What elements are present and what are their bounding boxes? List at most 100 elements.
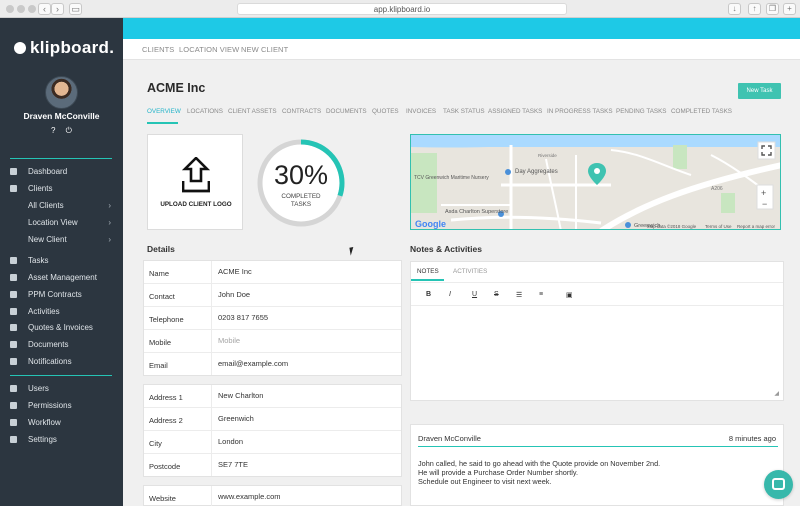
lock-icon <box>10 402 17 409</box>
tab-quotes[interactable]: QUOTES <box>372 108 399 115</box>
chevron-right-icon: › <box>108 201 111 210</box>
tab-notes[interactable]: NOTES <box>417 268 439 275</box>
svg-text:Google: Google <box>415 219 446 229</box>
website-field[interactable]: www.example.com <box>211 486 401 506</box>
tab-locations[interactable]: LOCATIONS <box>187 108 223 115</box>
close-window-icon[interactable] <box>6 5 14 13</box>
mouse-cursor <box>349 246 359 256</box>
chat-widget-button[interactable] <box>764 470 793 499</box>
activity-time: 8 minutes ago <box>728 434 776 443</box>
upload-icon <box>182 157 210 193</box>
save-icon[interactable]: ▣ <box>566 292 573 299</box>
strikethrough-icon[interactable]: S <box>494 291 499 298</box>
completed-caption: COMPLETED TASKS <box>281 193 321 208</box>
sidebar-item-asset-management[interactable]: Asset Management <box>0 270 123 286</box>
detail-row-email: Email email@example.com <box>144 353 401 376</box>
tab-task-status[interactable]: TASK STATUS <box>443 108 485 115</box>
chat-icon <box>772 478 785 490</box>
notes-textarea[interactable] <box>411 307 783 400</box>
details-title: Details <box>147 244 175 254</box>
power-icon[interactable]: ⏻ <box>65 126 72 135</box>
address-2-field[interactable]: Greenwich <box>211 408 401 430</box>
address-1-field[interactable]: New Charlton <box>211 385 401 407</box>
telephone-field[interactable]: 0203 817 7655 <box>211 307 401 329</box>
address-bar[interactable]: app.klipboard.io <box>237 3 567 15</box>
sidebar-item-tasks[interactable]: Tasks <box>0 253 123 269</box>
tab-activities[interactable]: ACTIVITIES <box>453 268 488 275</box>
detail-row-contact: Contact John Doe <box>144 284 401 307</box>
tab-assigned-tasks[interactable]: ASSIGNED TASKS <box>488 108 543 115</box>
new-tab-icon[interactable]: + <box>783 3 796 15</box>
sidebar-item-documents[interactable]: Documents <box>0 337 123 353</box>
sidebar-item-workflow[interactable]: Workflow <box>0 415 123 431</box>
contracts-icon <box>10 291 17 298</box>
new-task-button[interactable]: New Task <box>738 83 781 99</box>
city-field[interactable]: London <box>211 431 401 453</box>
forward-icon[interactable]: › <box>51 3 64 15</box>
user-actions: ? ⏻ <box>0 126 123 136</box>
notes-editor-card: NOTES ACTIVITIES B I U S ☰ ≡ ▣ ◢ <box>410 261 784 401</box>
upload-client-logo[interactable]: UPLOAD CLIENT LOGO <box>147 134 243 230</box>
detail-row-postcode: Postcode SE7 7TE <box>144 454 401 477</box>
bullet-list-icon[interactable]: ☰ <box>516 292 523 299</box>
italic-icon[interactable]: I <box>449 291 451 298</box>
notes-title: Notes & Activities <box>410 244 482 254</box>
subnav-clients[interactable]: CLIENTS <box>142 45 175 54</box>
download-icon[interactable]: ↓ <box>728 3 741 15</box>
detail-row-address-1: Address 1 New Charlton <box>144 385 401 408</box>
tab-completed-tasks[interactable]: COMPLETED TASKS <box>671 108 733 115</box>
numbered-list-icon[interactable]: ≡ <box>539 291 544 298</box>
mobile-field[interactable]: Mobile <box>211 330 401 352</box>
sidebar-item-dashboard[interactable]: Dashboard <box>0 164 123 180</box>
postcode-field[interactable]: SE7 7TE <box>211 454 401 476</box>
share-icon[interactable]: ↑ <box>748 3 761 15</box>
tab-in-progress-tasks[interactable]: IN PROGRESS TASKS <box>547 108 613 115</box>
tab-contracts[interactable]: CONTRACTS <box>282 108 322 115</box>
sidebar-item-activities[interactable]: Activities <box>0 304 123 320</box>
subnav-location-view[interactable]: LOCATION VIEW <box>179 45 240 54</box>
help-icon[interactable]: ? <box>50 126 56 135</box>
sidebar-item-notifications[interactable]: Notifications <box>0 354 123 370</box>
notifications-icon <box>10 358 17 365</box>
activity-divider <box>418 446 778 447</box>
sidebar-item-all-clients[interactable]: All Clients › <box>0 198 123 214</box>
tabs-icon[interactable]: ❐ <box>766 3 779 15</box>
sidebar-divider <box>10 375 112 376</box>
sidebar-item-permissions[interactable]: Permissions <box>0 398 123 414</box>
tab-documents[interactable]: DOCUMENTS <box>326 108 367 115</box>
tab-pending-tasks[interactable]: PENDING TASKS <box>616 108 667 115</box>
back-icon[interactable]: ‹ <box>38 3 51 15</box>
sidebar-item-users[interactable]: Users <box>0 381 123 397</box>
sidebar-item-location-view[interactable]: Location View › <box>0 215 123 231</box>
contact-field[interactable]: John Doe <box>211 284 401 306</box>
underline-icon[interactable]: U <box>472 291 478 298</box>
gear-icon <box>10 436 17 443</box>
map-canvas: + − Day Aggregates Asda Charlton Superst… <box>411 135 780 229</box>
sidebar-item-ppm-contracts[interactable]: PPM Contracts <box>0 287 123 303</box>
brand-logo[interactable]: klipboard. <box>14 38 114 58</box>
subnav-new-client[interactable]: NEW CLIENT <box>241 45 289 54</box>
activity-item: Draven McConville 8 minutes ago John cal… <box>410 424 784 506</box>
minimize-window-icon[interactable] <box>17 5 25 13</box>
sidebar-item-new-client[interactable]: New Client › <box>0 232 123 248</box>
tab-overview[interactable]: OVERVIEW <box>147 108 181 115</box>
users-icon <box>10 385 17 392</box>
client-map[interactable]: + − Day Aggregates Asda Charlton Superst… <box>410 134 781 230</box>
tab-client-assets[interactable]: CLIENT ASSETS <box>228 108 277 115</box>
sidebar-item-quotes-invoices[interactable]: Quotes & Invoices <box>0 320 123 336</box>
tab-invoices[interactable]: INVOICES <box>406 108 437 115</box>
user-name: Draven McConville <box>23 111 100 121</box>
active-tab-indicator <box>147 122 178 124</box>
email-field[interactable]: email@example.com <box>211 353 401 375</box>
resize-grip-icon[interactable]: ◢ <box>774 391 779 397</box>
progress-ring <box>257 139 345 227</box>
map-poi-icon <box>498 211 504 217</box>
sidebar-toggle-icon[interactable]: ▭ <box>69 3 82 15</box>
name-field[interactable]: ACME Inc <box>211 261 401 283</box>
chevron-right-icon: › <box>108 218 111 227</box>
bold-icon[interactable]: B <box>426 291 432 298</box>
sidebar-item-settings[interactable]: Settings <box>0 432 123 448</box>
maximize-window-icon[interactable] <box>28 5 36 13</box>
avatar[interactable] <box>45 76 78 109</box>
sidebar-item-clients[interactable]: Clients <box>0 181 123 197</box>
